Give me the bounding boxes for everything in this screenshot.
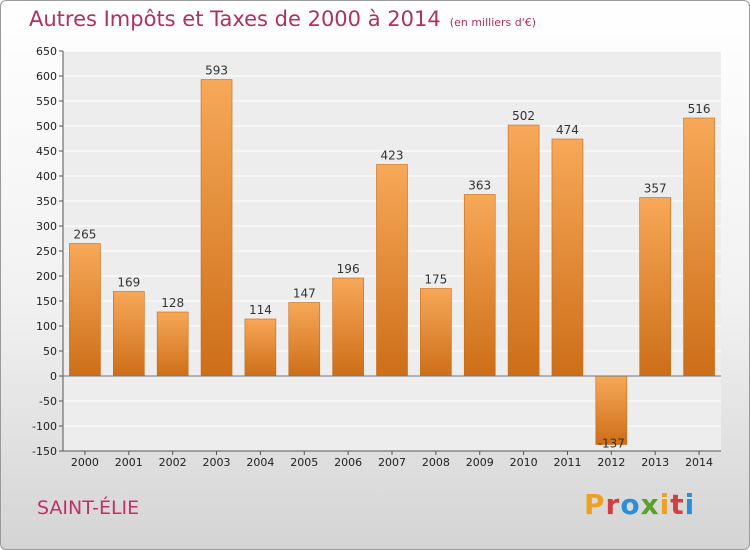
bar-2009 bbox=[463, 194, 496, 377]
bar-2003 bbox=[200, 79, 233, 377]
x-tick-label-2013: 2013 bbox=[641, 456, 669, 469]
value-label-2014: 516 bbox=[688, 102, 711, 116]
y-tick-label: 550 bbox=[36, 95, 57, 108]
bar-2013 bbox=[639, 197, 672, 377]
value-labels: 265 169 128 593 114 147 196 423 175 363 502 474 -137… bbox=[73, 64, 710, 451]
axes: -150 -100 -50 0 50 100 150 200 250 300 350 400 450 50… bbox=[32, 45, 721, 469]
bar-2014 bbox=[683, 117, 715, 377]
y-tick-label: 300 bbox=[36, 220, 57, 233]
y-tick-label: 650 bbox=[36, 45, 57, 58]
x-tick-label-2003: 2003 bbox=[203, 456, 231, 469]
value-label-2002: 128 bbox=[161, 296, 184, 310]
logo-letter: i bbox=[659, 488, 671, 521]
x-tick-label-2000: 2000 bbox=[71, 456, 99, 469]
bars bbox=[69, 79, 715, 445]
x-tick-label-2002: 2002 bbox=[159, 456, 187, 469]
y-tick-label: -50 bbox=[39, 395, 57, 408]
value-label-2000: 265 bbox=[73, 228, 96, 242]
value-label-2005: 147 bbox=[293, 287, 316, 301]
y-tick-label: -150 bbox=[32, 445, 57, 458]
bar-2008 bbox=[420, 288, 452, 377]
x-tick-label-2005: 2005 bbox=[290, 456, 318, 469]
x-tick-label-2011: 2011 bbox=[553, 456, 581, 469]
x-tick-label-2014: 2014 bbox=[685, 456, 713, 469]
value-label-2003: 593 bbox=[205, 64, 228, 78]
y-tick-label: 100 bbox=[36, 320, 57, 333]
logo-letter: P bbox=[584, 488, 606, 521]
y-tick-label: 600 bbox=[36, 70, 57, 83]
y-tick-label: 200 bbox=[36, 270, 57, 283]
bar-2005 bbox=[288, 302, 321, 377]
bar-2007 bbox=[376, 164, 408, 377]
y-tick-label: 500 bbox=[36, 120, 57, 133]
value-label-2009: 363 bbox=[468, 179, 491, 193]
value-label-2001: 169 bbox=[117, 276, 140, 290]
x-tick-label-2001: 2001 bbox=[115, 456, 143, 469]
value-label-2011: 474 bbox=[556, 123, 579, 137]
value-label-2013: 357 bbox=[644, 182, 667, 196]
x-tick-label-2007: 2007 bbox=[378, 456, 406, 469]
y-tick-label: 350 bbox=[36, 195, 57, 208]
bar-2002 bbox=[156, 311, 189, 377]
y-tick-label: 50 bbox=[43, 345, 57, 358]
y-tick-label: 150 bbox=[36, 295, 57, 308]
bar-2010 bbox=[507, 124, 540, 377]
x-tick-label-2006: 2006 bbox=[334, 456, 362, 469]
value-label-2010: 502 bbox=[512, 109, 535, 123]
bar-2001 bbox=[113, 291, 145, 377]
bar-2012 bbox=[595, 375, 628, 445]
bar-2011 bbox=[551, 138, 584, 377]
y-tick-label: 450 bbox=[36, 145, 57, 158]
x-tick-label-2009: 2009 bbox=[466, 456, 494, 469]
y-tick-label: 0 bbox=[50, 370, 57, 383]
value-label-2007: 423 bbox=[381, 149, 404, 163]
y-tick-label: 250 bbox=[36, 245, 57, 258]
bar-2004 bbox=[244, 318, 277, 377]
chart-title-text: Autres Impôts et Taxes de 2000 à 2014 bbox=[29, 7, 441, 31]
x-tick-label-2010: 2010 bbox=[510, 456, 538, 469]
city-name: SAINT-ÉLIE bbox=[37, 497, 140, 519]
logo-letter: r bbox=[605, 488, 621, 521]
y-tick-label: -100 bbox=[32, 420, 57, 433]
logo-letter: x bbox=[640, 488, 660, 521]
y-tick-label: 400 bbox=[36, 170, 57, 183]
proxiti-logo[interactable]: Proxiti bbox=[584, 488, 695, 521]
chart-title: Autres Impôts et Taxes de 2000 à 2014 (e… bbox=[29, 7, 536, 31]
bar-2006 bbox=[332, 277, 364, 377]
x-tick-label-2008: 2008 bbox=[422, 456, 450, 469]
x-tick-label-2012: 2012 bbox=[597, 456, 625, 469]
value-label-2006: 196 bbox=[337, 262, 360, 276]
value-label-2008: 175 bbox=[424, 273, 447, 287]
x-tick-label-2004: 2004 bbox=[246, 456, 274, 469]
logo-letter: t bbox=[670, 488, 685, 521]
bar-2000 bbox=[69, 243, 101, 377]
chart-unit-text: (en milliers d'€) bbox=[449, 16, 537, 29]
logo-letter: o bbox=[620, 488, 641, 521]
logo-letter: i bbox=[684, 488, 696, 521]
value-label-2012: -137 bbox=[598, 437, 625, 451]
value-label-2004: 114 bbox=[249, 303, 272, 317]
